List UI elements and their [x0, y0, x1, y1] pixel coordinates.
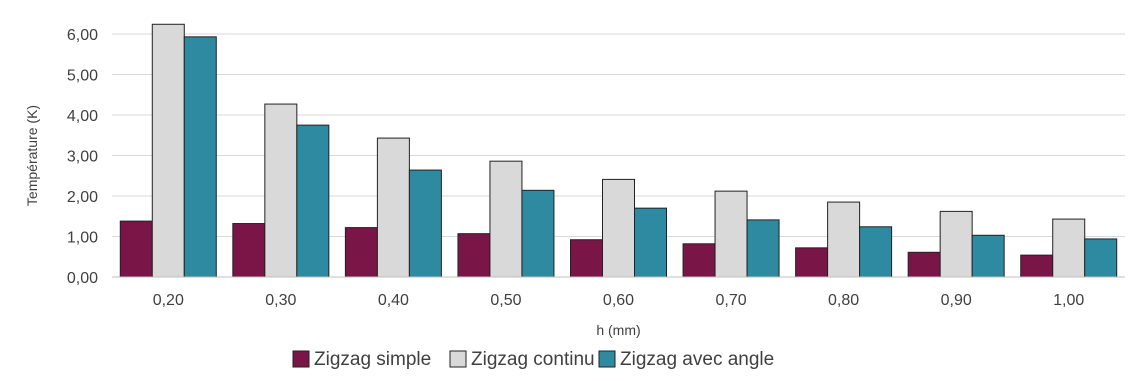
bar-zigzag-avec-angle	[521, 189, 555, 278]
bar-zigzag-continu	[602, 178, 635, 278]
y-axis-title: Température (K)	[24, 105, 40, 206]
x-tick-label: 0,20	[153, 292, 184, 309]
bar-zigzag-continu	[151, 23, 185, 278]
x-tick-label: 1,00	[1053, 292, 1084, 309]
legend-swatch	[449, 350, 467, 368]
bar-zigzag-continu	[714, 190, 748, 278]
x-tick-label: 0,80	[828, 292, 859, 309]
bar-zigzag-continu	[827, 201, 861, 278]
bar-zigzag-avec-angle	[183, 36, 217, 278]
bar-zigzag-avec-angle	[408, 169, 442, 278]
y-tick-label: 4,00	[67, 108, 98, 125]
bar-zigzag-continu	[489, 160, 523, 278]
bar-zigzag-continu	[264, 103, 298, 278]
bar-zigzag-simple	[457, 233, 491, 278]
y-tick-label: 2,00	[67, 189, 98, 206]
bar-zigzag-simple	[907, 251, 941, 278]
legend-swatch	[292, 350, 310, 368]
x-tick-label: 0,60	[603, 292, 634, 309]
bar-zigzag-avec-angle	[746, 219, 780, 278]
legend-label: Zigzag simple	[314, 349, 431, 370]
bar-zigzag-avec-angle	[971, 234, 1005, 278]
x-tick-label: 0,40	[378, 292, 409, 309]
y-tick-label: 5,00	[67, 68, 98, 85]
x-axis-ticks: 0,20 0,30 0,40 0,50 0,60 0,70 0,80 0,90 1,00	[153, 292, 1085, 309]
y-tick-label: 1,00	[67, 230, 98, 247]
bar-zigzag-simple	[795, 247, 829, 278]
x-axis-title: h (mm)	[596, 322, 640, 338]
bar-zigzag-simple	[119, 220, 153, 278]
x-tick-label: 0,50	[490, 292, 521, 309]
x-tick-label: 0,30	[265, 292, 296, 309]
legend-swatch	[598, 350, 616, 368]
bar-zigzag-avec-angle	[296, 124, 330, 278]
bar-zigzag-avec-angle	[634, 207, 667, 278]
bar-zigzag-continu	[1052, 218, 1086, 278]
bar-zigzag-continu	[939, 210, 973, 278]
x-tick-label: 0,90	[941, 292, 972, 309]
y-tick-label: 0,00	[67, 270, 98, 287]
y-axis-ticks: 0,00 1,00 2,00 3,00 4,00 5,00 6,00	[67, 27, 98, 287]
bar-zigzag-simple	[1020, 254, 1054, 278]
bar-zigzag-continu	[376, 137, 410, 278]
bar-zigzag-simple	[344, 227, 378, 278]
bar-zigzag-avec-angle	[859, 226, 893, 278]
bars	[119, 23, 1118, 278]
legend-label: Zigzag continu	[471, 349, 595, 370]
y-tick-label: 6,00	[67, 27, 98, 44]
bar-zigzag-avec-angle	[1084, 238, 1118, 278]
y-tick-label: 3,00	[67, 149, 98, 166]
bar-zigzag-simple	[682, 243, 716, 278]
legend: Zigzag simple Zigzag continu Zigzag avec a…	[292, 349, 774, 370]
bar-zigzag-simple	[570, 239, 603, 278]
legend-label: Zigzag avec angle	[620, 349, 774, 370]
x-tick-label: 0,70	[715, 292, 746, 309]
bar-zigzag-simple	[232, 223, 266, 278]
